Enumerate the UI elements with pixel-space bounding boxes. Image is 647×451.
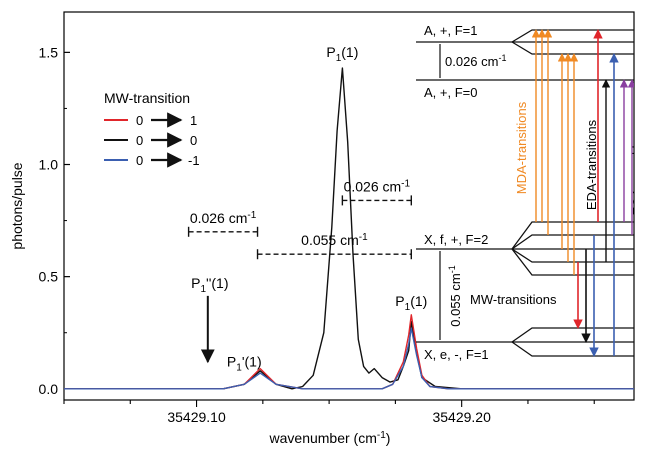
legend-entry-to: -1 [188,153,200,168]
upper-spacing-label: 0.026 cm-1 [445,53,507,69]
y-tick-label: 0.5 [39,269,59,285]
peak-label-p1-right: P1(1) [395,293,427,313]
spacing-label-sp-a: 0.026 cm-1 [190,210,257,226]
legend-entry-from: 0 [136,153,143,168]
x-axis-label-tail: ) [386,430,391,446]
eqa-label: EQA-transitions [630,124,645,216]
mw-label: MW-transitions [470,292,557,307]
level-x-f-f2 [416,221,634,276]
eda-label: EDA-transitions [584,119,599,210]
level-label-x-f-f2: X, f, +, F=2 [424,232,488,247]
legend-entry-to: 0 [190,133,197,148]
legend-entry-0-to-1: 0 1 [104,112,197,128]
plot-frame [63,11,635,401]
legend-entry-0-to-minus1: 0 -1 [104,152,200,168]
level-label-a-f1: A, +, F=1 [424,23,477,38]
level-label-x-e-f1: X, e, -, F=1 [424,347,489,362]
transition-arrows [531,29,634,357]
peak-label-p1-dprime: P1''(1) [191,275,228,295]
x-axis-label-sup: -1 [377,430,386,441]
legend-entry-to: 1 [190,113,197,128]
x-axis-label: wavenumber (cm-1) [269,430,391,446]
lower-spacing-label: 0.055 cm-1 [447,265,463,327]
x-axis-label-main: wavenumber (cm [269,430,377,446]
x-tick-label: 35429.10 [167,409,226,425]
level-x-e-f1 [416,327,634,357]
spacing-label-sp-b: 0.026 cm-1 [344,178,411,194]
y-tick-label: 1.5 [39,44,59,60]
y-tick-label: 1.0 [39,157,59,173]
legend-entry-from: 0 [136,133,143,148]
x-tick-label: 35429.20 [432,409,491,425]
annotation-layer: P1(1) P1(1) P1'(1) P1''(1) 0.026 cm-1 0.026 c… [187,44,427,373]
legend: MW-transition 0 1 0 0 0 -1 [104,90,200,168]
axis-ticks: 0.0 0.5 1.0 1.5 35429.10 35429.20 [39,44,595,425]
level-label-a-f0: A, +, F=0 [424,85,477,100]
legend-title: MW-transition [104,90,190,106]
series-line-1 [64,314,634,390]
legend-entry-0-to-0: 0 0 [104,132,197,148]
peak-label-p1-prime: P1'(1) [227,353,262,373]
series-line-2 [64,327,634,390]
legend-entry-from: 0 [136,113,143,128]
mda-label: MDA-transitions [514,101,529,194]
series-layer [64,67,634,390]
level-diagram: A, +, F=1 A, +, F=0 0.026 cm-1 X, f, +, … [416,23,645,362]
spacing-label-sp-c: 0.055 cm-1 [301,232,368,248]
peak-label-p1-main: P1(1) [326,44,358,64]
y-tick-label: 0.0 [39,381,59,397]
y-axis-label: photons/pulse [9,162,25,249]
